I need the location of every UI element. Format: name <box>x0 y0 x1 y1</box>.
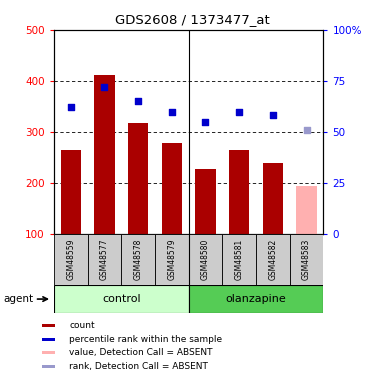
Text: GSM48581: GSM48581 <box>235 239 244 280</box>
Bar <box>296 186 316 234</box>
Bar <box>162 143 182 234</box>
Bar <box>229 150 249 234</box>
Text: olanzapine: olanzapine <box>226 294 286 304</box>
Point <box>203 119 209 125</box>
Text: GSM48577: GSM48577 <box>100 239 109 280</box>
Bar <box>42 324 55 327</box>
Text: count: count <box>69 321 95 330</box>
Bar <box>42 351 55 354</box>
Bar <box>54 285 189 313</box>
Bar <box>42 338 55 340</box>
Bar <box>94 75 115 234</box>
Bar <box>223 234 256 285</box>
Point <box>303 127 310 133</box>
Text: GSM48582: GSM48582 <box>268 239 277 280</box>
Text: value, Detection Call = ABSENT: value, Detection Call = ABSENT <box>69 348 213 357</box>
Text: control: control <box>102 294 141 304</box>
Bar <box>88 234 121 285</box>
Bar <box>189 234 223 285</box>
Point <box>270 112 276 118</box>
Point <box>169 109 175 115</box>
Point <box>135 98 141 104</box>
Bar <box>128 123 148 234</box>
Point <box>101 84 107 90</box>
Text: rank, Detection Call = ABSENT: rank, Detection Call = ABSENT <box>69 362 208 371</box>
Bar <box>290 234 323 285</box>
Bar <box>189 285 323 313</box>
Bar <box>256 234 290 285</box>
Bar <box>61 150 81 234</box>
Bar <box>196 169 216 234</box>
Bar <box>155 234 189 285</box>
Bar <box>54 234 88 285</box>
Bar <box>263 163 283 234</box>
Bar <box>121 234 155 285</box>
Bar <box>42 365 55 368</box>
Point <box>68 104 74 110</box>
Text: GSM48559: GSM48559 <box>66 239 75 280</box>
Text: GSM48579: GSM48579 <box>167 239 176 280</box>
Text: GDS2608 / 1373477_at: GDS2608 / 1373477_at <box>115 13 270 26</box>
Text: GSM48583: GSM48583 <box>302 239 311 280</box>
Text: percentile rank within the sample: percentile rank within the sample <box>69 334 223 344</box>
Text: GSM48578: GSM48578 <box>134 239 142 280</box>
Text: agent: agent <box>4 294 34 304</box>
Text: GSM48580: GSM48580 <box>201 239 210 280</box>
Point <box>236 109 242 115</box>
